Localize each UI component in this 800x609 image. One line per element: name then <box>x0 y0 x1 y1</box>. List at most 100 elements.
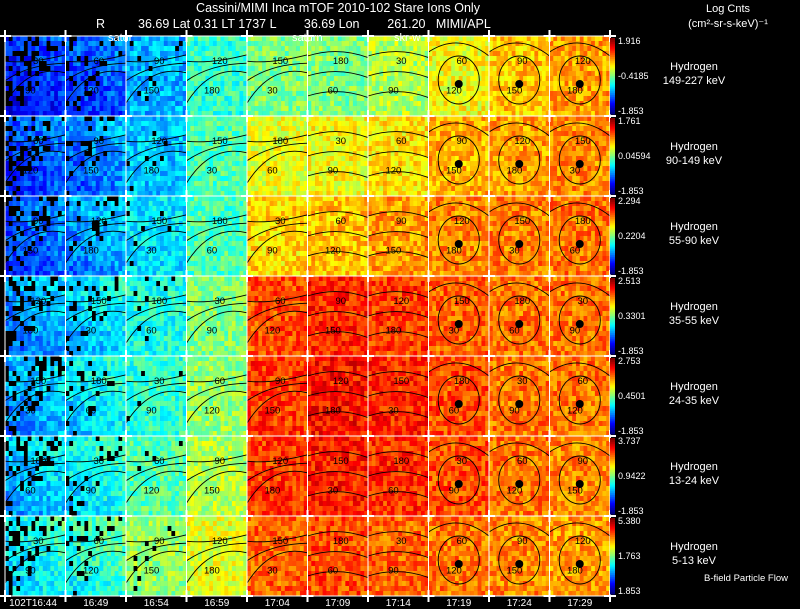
pixel <box>254 161 259 167</box>
pixel <box>250 96 255 102</box>
pixel <box>553 41 558 47</box>
pixel <box>178 111 184 117</box>
pixel <box>224 131 229 137</box>
pixel <box>541 51 547 57</box>
pixel <box>126 121 131 127</box>
pixel <box>129 156 134 162</box>
pixel <box>420 46 426 52</box>
pixel <box>95 36 100 42</box>
pixel <box>545 101 550 107</box>
pixel <box>288 46 293 52</box>
pixel <box>35 96 40 102</box>
pixel <box>182 121 187 127</box>
contour-line <box>4 54 66 63</box>
pixel <box>258 111 263 117</box>
pixel <box>171 56 176 62</box>
pixel <box>303 166 308 172</box>
pixel <box>103 36 108 42</box>
pixel <box>265 56 270 62</box>
pixel <box>42 191 47 197</box>
pixel <box>364 176 369 182</box>
pixel <box>254 101 259 107</box>
pixel <box>76 141 81 147</box>
pixel <box>436 176 441 182</box>
pixel <box>409 106 414 112</box>
pixel <box>141 66 146 72</box>
pixel <box>273 81 278 87</box>
pixel <box>523 126 528 132</box>
pixel <box>194 126 199 132</box>
pixel <box>148 71 153 77</box>
pixel <box>526 41 531 47</box>
pixel <box>447 141 452 147</box>
contour-line <box>307 91 369 99</box>
contour-label: 120 <box>151 136 167 147</box>
pixel <box>35 106 40 112</box>
pixel <box>243 41 248 47</box>
pixel <box>122 146 127 152</box>
pixel <box>84 101 89 107</box>
pixel <box>402 51 407 57</box>
pixel <box>167 131 172 137</box>
pixel <box>12 116 17 122</box>
pixel <box>95 121 100 127</box>
pixel <box>186 66 191 72</box>
pixel <box>220 141 225 147</box>
pixel <box>194 56 199 62</box>
pixel <box>31 91 36 97</box>
pixel <box>504 171 509 177</box>
pixel <box>439 86 444 92</box>
pixel <box>413 191 418 197</box>
pixel <box>247 131 252 137</box>
pixel <box>386 166 391 172</box>
pixel <box>80 151 85 157</box>
pixel <box>243 166 248 172</box>
pixel <box>141 166 146 172</box>
pixel <box>364 66 369 72</box>
pixel <box>602 41 607 47</box>
pixel <box>349 141 354 147</box>
pixel <box>420 101 426 107</box>
pixel <box>23 176 28 182</box>
pixel <box>356 191 361 197</box>
pixel <box>591 101 596 107</box>
pixel <box>209 106 214 112</box>
pixel <box>129 116 134 122</box>
pixel <box>318 71 323 77</box>
pixel <box>88 81 93 87</box>
pixel <box>129 71 134 77</box>
pixel <box>530 71 535 77</box>
pixel <box>235 91 240 97</box>
pixel <box>553 76 558 82</box>
pixel <box>458 76 463 82</box>
pixel <box>65 176 70 182</box>
pixel <box>209 131 214 137</box>
pixel <box>326 191 331 197</box>
pixel <box>296 161 301 167</box>
pixel <box>345 66 350 72</box>
pixel <box>326 121 331 127</box>
pixel <box>171 166 176 172</box>
pixel <box>95 46 100 52</box>
pixel <box>235 41 240 47</box>
pixel <box>126 186 131 192</box>
pixel <box>205 146 210 152</box>
pixel <box>23 191 28 197</box>
pixel <box>114 81 119 87</box>
pixel <box>265 61 270 67</box>
pixel <box>386 46 391 52</box>
pixel <box>288 61 293 67</box>
pixel <box>235 66 240 72</box>
pixel <box>447 106 452 112</box>
pixel <box>394 101 399 107</box>
pixel <box>541 91 547 97</box>
pixel <box>394 71 399 77</box>
pixel <box>583 106 588 112</box>
pixel <box>489 41 494 47</box>
contour-label: 30 <box>33 56 44 67</box>
pixel <box>371 61 376 67</box>
contour-label: 90 <box>328 166 339 177</box>
pixel <box>23 186 28 192</box>
pixel <box>602 96 607 102</box>
pixel <box>8 36 13 42</box>
